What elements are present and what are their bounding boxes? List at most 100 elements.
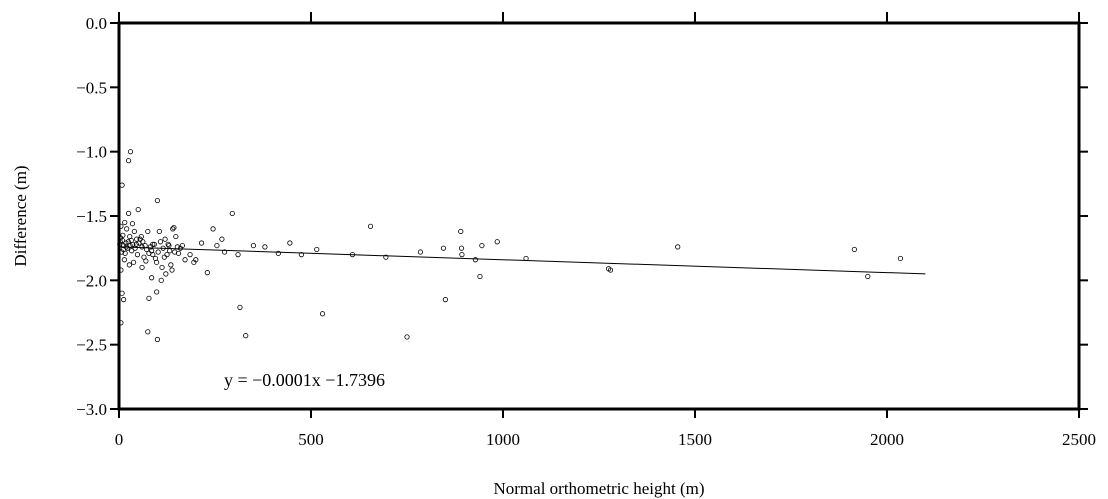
data-point: [458, 228, 464, 235]
data-point: [319, 311, 326, 317]
data-point: [383, 254, 389, 260]
data-point: [134, 252, 141, 258]
data-point: [204, 270, 210, 276]
data-point: [164, 252, 170, 258]
data-point: [243, 333, 249, 339]
data-point: [158, 277, 164, 283]
x-tick-label: 2000: [870, 430, 904, 449]
data-point: [140, 239, 146, 245]
data-point: [129, 221, 136, 227]
data-point: [851, 246, 857, 253]
data-point: [119, 249, 125, 255]
x-tick-label: 1000: [486, 430, 520, 449]
data-point: [675, 244, 681, 250]
data-point: [494, 239, 500, 245]
data-point: [146, 295, 152, 301]
y-tick-label: 0.0: [86, 14, 107, 33]
data-point: [171, 224, 177, 231]
data-point: [458, 245, 465, 251]
data-point: [193, 257, 199, 263]
data-point: [134, 236, 140, 242]
x-tick-label: 1500: [678, 430, 712, 449]
data-point: [865, 273, 871, 280]
data-point: [156, 228, 162, 235]
data-point: [127, 242, 133, 249]
y-tick-label: −0.5: [76, 78, 107, 97]
x-axis-title: Normal orthometric height (m): [493, 479, 704, 498]
data-point: [367, 223, 374, 229]
data-point: [161, 254, 167, 260]
y-tick-label: −3.0: [76, 400, 107, 419]
data-point: [169, 267, 175, 273]
data-point: [119, 237, 126, 244]
data-point: [179, 242, 185, 249]
data-point: [237, 304, 243, 310]
y-tick-label: −1.5: [76, 207, 107, 226]
data-point: [214, 242, 220, 249]
data-point: [143, 258, 149, 264]
data-point: [118, 320, 124, 326]
data-point: [129, 248, 135, 254]
data-point: [404, 334, 410, 340]
data-point: [122, 250, 128, 256]
data-point: [154, 197, 160, 204]
data-point: [607, 267, 614, 273]
data-point: [126, 158, 132, 164]
data-point: [170, 226, 176, 232]
data-point: [172, 249, 178, 255]
y-tick-label: −2.5: [76, 336, 107, 355]
data-point: [210, 226, 216, 232]
trendline: [118, 246, 926, 275]
data-point: [229, 210, 235, 217]
y-tick-label: −2.0: [76, 271, 107, 290]
data-point: [222, 249, 228, 255]
data-point: [119, 290, 125, 296]
data-point: [121, 297, 127, 303]
data-point: [139, 244, 145, 250]
data-point: [154, 336, 160, 343]
data-point: [118, 223, 124, 229]
y-axis-title: Difference (m): [11, 165, 30, 266]
data-point: [459, 252, 465, 258]
data-point: [131, 228, 137, 235]
data-point: [121, 257, 127, 263]
data-point: [314, 246, 320, 253]
plot-frame: [117, 21, 1081, 411]
data-point: [149, 275, 155, 281]
data-point: [122, 219, 128, 226]
data-point: [132, 245, 138, 251]
data-point: [417, 249, 424, 255]
data-point: [472, 257, 478, 263]
data-point: [173, 233, 179, 240]
data-point: [477, 273, 483, 280]
data-point: [235, 252, 241, 258]
data-point: [167, 248, 173, 254]
data-point: [145, 228, 151, 235]
data-point: [138, 233, 144, 240]
data-point: [155, 249, 161, 255]
data-point: [182, 257, 188, 263]
data-point: [154, 259, 160, 265]
data-point: [151, 241, 157, 247]
data-point: [139, 264, 145, 271]
data-point: [262, 244, 268, 250]
regression-equation: y = −0.0001x −1.7396: [224, 370, 385, 390]
data-point: [219, 236, 225, 242]
x-tick-label: 0: [115, 430, 124, 449]
data-point: [442, 297, 448, 303]
axes-layer: 0 500 1000 1500 2000 2500 0.0 −0.5 −1.0 −1.5 −2.0 −…: [76, 12, 1096, 449]
data-point: [135, 206, 141, 213]
data-point: [126, 262, 132, 268]
data-points: [117, 149, 904, 343]
data-point: [163, 271, 169, 277]
data-point: [187, 252, 193, 258]
data-point: [126, 210, 132, 217]
data-point: [124, 226, 130, 232]
data-point: [127, 149, 134, 155]
trendline-layer: [118, 246, 926, 275]
data-point: [298, 252, 304, 258]
data-point: [130, 241, 136, 247]
data-point: [130, 259, 137, 265]
data-point: [150, 241, 156, 247]
